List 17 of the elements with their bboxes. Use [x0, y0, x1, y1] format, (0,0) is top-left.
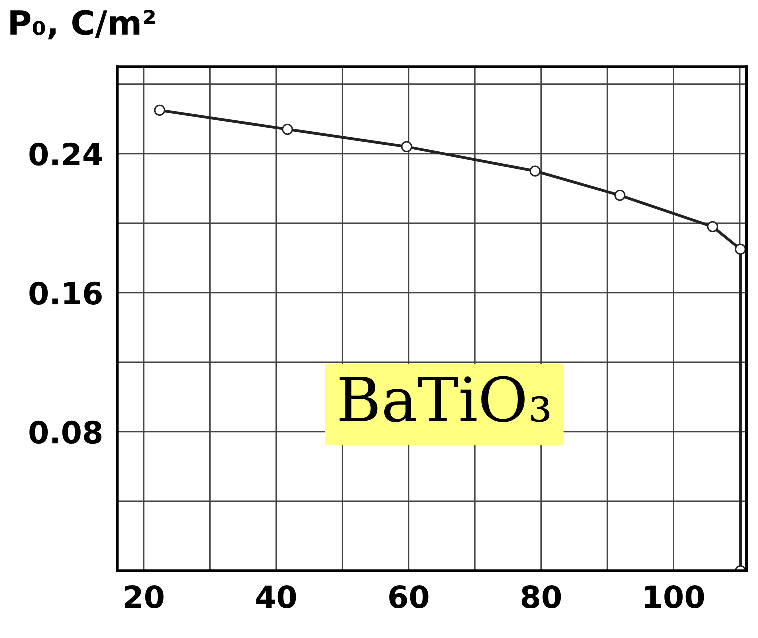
- x-tick-label: 60: [390, 585, 429, 609]
- point: [707, 221, 718, 232]
- point: [154, 104, 166, 116]
- y-tick-label: 0.16: [30, 282, 102, 305]
- point: [614, 190, 626, 202]
- x-tick-label: 20: [125, 585, 164, 609]
- x-tick-label: 40: [256, 585, 296, 609]
- y-tick-label: 0.08: [30, 420, 102, 444]
- y-tick-label: 0.24: [30, 142, 102, 166]
- x-tick-label: 80: [522, 585, 562, 609]
- y-axis-title: P₀, C/m²: [10, 10, 155, 40]
- annotation: BaTiO₃: [340, 376, 550, 422]
- point: [530, 166, 541, 177]
- point: [401, 141, 412, 152]
- point: [735, 244, 746, 256]
- x-tick-label: 100: [645, 585, 704, 609]
- point: [282, 124, 294, 136]
